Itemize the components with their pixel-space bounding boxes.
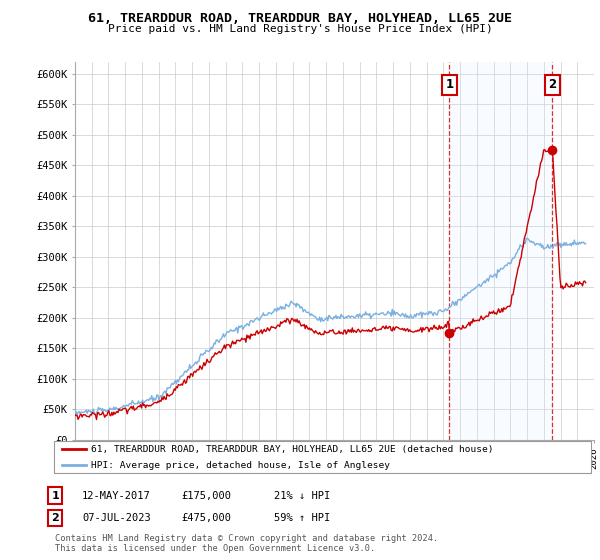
Text: 61, TREARDDUR ROAD, TREARDDUR BAY, HOLYHEAD, LL65 2UE: 61, TREARDDUR ROAD, TREARDDUR BAY, HOLYH…: [88, 12, 512, 25]
Text: 2: 2: [548, 78, 557, 91]
Text: 61, TREARDDUR ROAD, TREARDDUR BAY, HOLYHEAD, LL65 2UE (detached house): 61, TREARDDUR ROAD, TREARDDUR BAY, HOLYH…: [91, 445, 493, 454]
Text: 07-JUL-2023: 07-JUL-2023: [82, 513, 151, 523]
Bar: [449, 62, 553, 440]
Text: HPI: Average price, detached house, Isle of Anglesey: HPI: Average price, detached house, Isle…: [91, 460, 389, 470]
Text: 2: 2: [52, 513, 59, 523]
Text: £175,000: £175,000: [181, 491, 231, 501]
Text: 12-MAY-2017: 12-MAY-2017: [82, 491, 151, 501]
Text: 1: 1: [52, 491, 59, 501]
Text: Price paid vs. HM Land Registry's House Price Index (HPI): Price paid vs. HM Land Registry's House …: [107, 24, 493, 34]
Text: 59% ↑ HPI: 59% ↑ HPI: [274, 513, 331, 523]
Text: Contains HM Land Registry data © Crown copyright and database right 2024.
This d: Contains HM Land Registry data © Crown c…: [55, 534, 439, 553]
Text: 1: 1: [445, 78, 454, 91]
Text: £475,000: £475,000: [181, 513, 231, 523]
Text: 21% ↓ HPI: 21% ↓ HPI: [274, 491, 331, 501]
